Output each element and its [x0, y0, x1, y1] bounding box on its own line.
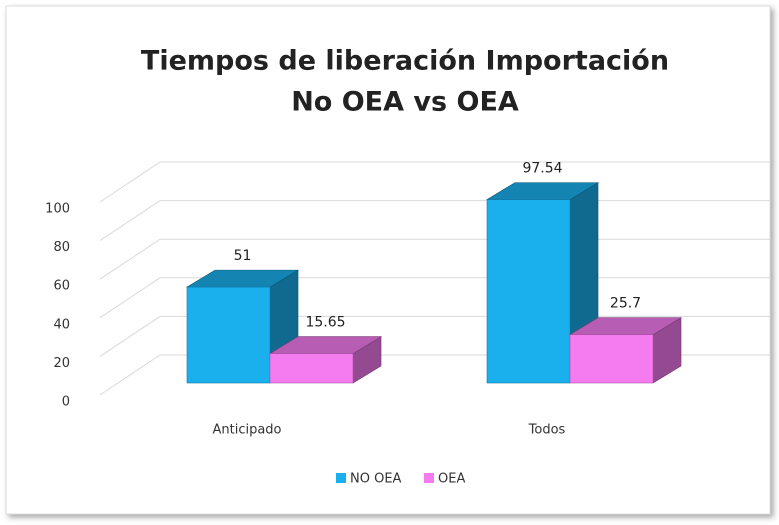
chart-title: Tiempos de liberación Importación: [141, 46, 669, 77]
bar: [186, 286, 271, 384]
value-label: 51: [234, 248, 252, 264]
x-tick-label: Todos: [528, 423, 566, 438]
legend-label: NO OEA: [350, 472, 402, 487]
bar: [569, 334, 654, 384]
x-tick-label: Anticipado: [212, 423, 281, 438]
y-tick-label: 0: [62, 395, 70, 410]
legend-label: OEA: [438, 472, 465, 487]
grid-line: [99, 161, 770, 203]
legend-swatch: [424, 473, 434, 483]
value-label: 25.7: [610, 296, 641, 312]
legend-swatch: [336, 473, 346, 483]
y-tick-label: 80: [53, 240, 70, 255]
chart-title: No OEA vs OEA: [291, 87, 519, 118]
bar: [269, 353, 354, 384]
y-tick-label: 60: [53, 279, 70, 294]
y-tick-label: 40: [53, 317, 70, 332]
y-tick-label: 20: [53, 356, 70, 371]
bar: [486, 199, 571, 384]
frame: [5, 5, 771, 515]
value-label: 15.65: [305, 315, 345, 331]
value-label: 97.54: [522, 161, 562, 177]
y-tick-label: 100: [45, 202, 70, 217]
